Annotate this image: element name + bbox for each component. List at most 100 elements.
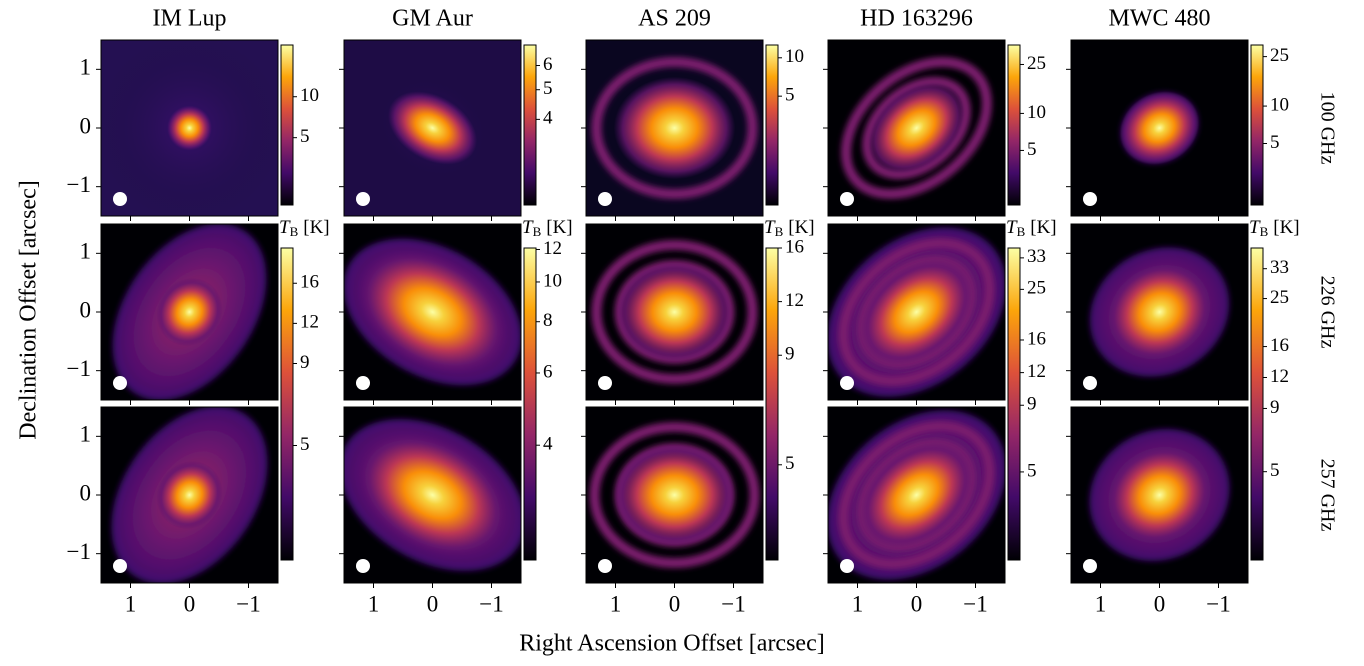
colorbar	[1250, 44, 1264, 206]
image-panel	[101, 224, 278, 400]
colorbar-label-symbol: T	[1006, 217, 1018, 238]
image-panel	[828, 40, 1005, 216]
colorbar-label: TB [K]	[279, 217, 330, 239]
x-tick-label: −1	[721, 591, 745, 616]
column-title: MWC 480	[1109, 6, 1211, 32]
colorbar-label: TB [K]	[764, 217, 815, 239]
y-tick-label: 1	[80, 239, 92, 264]
image-panel	[1071, 40, 1248, 216]
image-panel	[828, 407, 1005, 583]
image-panel	[344, 407, 521, 583]
y-tick-label: −1	[67, 356, 91, 381]
beam	[113, 559, 127, 573]
colorbar	[1007, 44, 1021, 206]
emission-ring	[589, 422, 760, 568]
colorbar-tick-label: 33	[1027, 246, 1046, 267]
emission-core	[156, 277, 223, 347]
colorbar-tick-label: 6	[543, 54, 553, 75]
colorbar-tick-label: 10	[785, 46, 804, 67]
emission-ring	[841, 57, 992, 199]
emission-core	[358, 250, 507, 374]
x-tick-label: 0	[1154, 591, 1166, 616]
image-panel	[586, 407, 763, 583]
colorbar-label: TB [K]	[1006, 217, 1057, 239]
beam	[598, 559, 612, 573]
colorbar-label-subscript: B	[775, 224, 784, 239]
colorbar	[523, 247, 537, 561]
x-tick-label: 1	[1095, 591, 1107, 616]
colorbar-tick-label: 25	[1027, 278, 1046, 299]
colorbar-tick-label: 4	[543, 108, 553, 129]
colorbar-tick-label: 33	[1270, 257, 1289, 278]
colorbar-tick-label: 12	[300, 312, 319, 333]
y-tick-label: 0	[80, 297, 92, 322]
emission-core	[859, 441, 974, 549]
x-axis-label: Right Ascension Offset [arcsec]	[519, 631, 824, 657]
colorbar-label-symbol: T	[764, 217, 776, 238]
colorbar-tick-label: 8	[543, 310, 553, 331]
colorbar-tick-label: 16	[300, 272, 319, 293]
colorbar-tick-label: 16	[1270, 335, 1289, 356]
image-panel	[344, 40, 521, 216]
colorbar	[765, 247, 779, 561]
colorbar-label: TB [K]	[522, 217, 573, 239]
colorbar-tick-label: 5	[1027, 460, 1037, 481]
colorbar-label-subscript: B	[533, 224, 542, 239]
colorbar-tick-label: 9	[300, 352, 310, 373]
x-tick-label: 0	[427, 591, 439, 616]
x-tick-label: −1	[236, 591, 260, 616]
beam	[113, 376, 127, 390]
emission-core	[1119, 91, 1200, 165]
image-panel	[101, 407, 278, 583]
beam	[840, 192, 854, 206]
x-tick-label: 0	[184, 591, 196, 616]
y-tick-label: −1	[67, 172, 91, 197]
colorbar-label-symbol: T	[279, 217, 291, 238]
emission-ring	[591, 240, 758, 384]
y-tick-label: 1	[80, 55, 92, 80]
colorbar-label-unit: [K]	[788, 217, 814, 238]
x-tick-label: 1	[125, 591, 137, 616]
colorbar-label-symbol: T	[1249, 217, 1261, 238]
beam	[598, 376, 612, 390]
emission-core	[387, 91, 478, 165]
colorbar-tick-label: 12	[1270, 366, 1289, 387]
colorbar-tick-label: 4	[543, 434, 553, 455]
emission-core	[1106, 262, 1213, 362]
row-label: 226 GHz	[1316, 276, 1338, 349]
x-tick-label: 0	[911, 591, 923, 616]
colorbar-tick-label: 10	[300, 85, 319, 106]
colorbar-label-subscript: B	[1260, 224, 1269, 239]
colorbar-tick-label: 5	[543, 78, 553, 99]
emission-core	[616, 262, 733, 362]
column-title: AS 209	[638, 6, 711, 32]
image-panel	[828, 224, 1005, 400]
colorbar-tick-label: 9	[1027, 394, 1037, 415]
colorbar-tick-label: 5	[785, 453, 795, 474]
colorbar-tick-label: 5	[1270, 132, 1280, 153]
colorbar-tick-label: 10	[1270, 94, 1289, 115]
beam	[356, 559, 370, 573]
image-panel	[344, 224, 521, 400]
colorbar	[523, 44, 537, 206]
emission-core	[1106, 445, 1213, 545]
colorbar-tick-label: 6	[543, 361, 553, 382]
colorbar-tick-label: 12	[785, 290, 804, 311]
colorbar-tick-label: 5	[1027, 139, 1037, 160]
emission-ring	[591, 57, 758, 199]
colorbar-tick-label: 12	[1027, 361, 1046, 382]
colorbar	[1250, 247, 1264, 561]
colorbar-tick-label: 5	[300, 126, 310, 147]
y-tick-label: 0	[80, 113, 92, 138]
colorbar-tick-label: 9	[785, 344, 795, 365]
colorbar-tick-label: 16	[1027, 328, 1046, 349]
x-tick-label: −1	[1206, 591, 1230, 616]
colorbar-label-unit: [K]	[546, 217, 572, 238]
colorbar-label-unit: [K]	[1273, 217, 1299, 238]
image-panel	[586, 40, 763, 216]
beam	[598, 192, 612, 206]
emission-core	[358, 433, 507, 557]
x-tick-label: 1	[368, 591, 380, 616]
image-panel	[586, 224, 763, 400]
